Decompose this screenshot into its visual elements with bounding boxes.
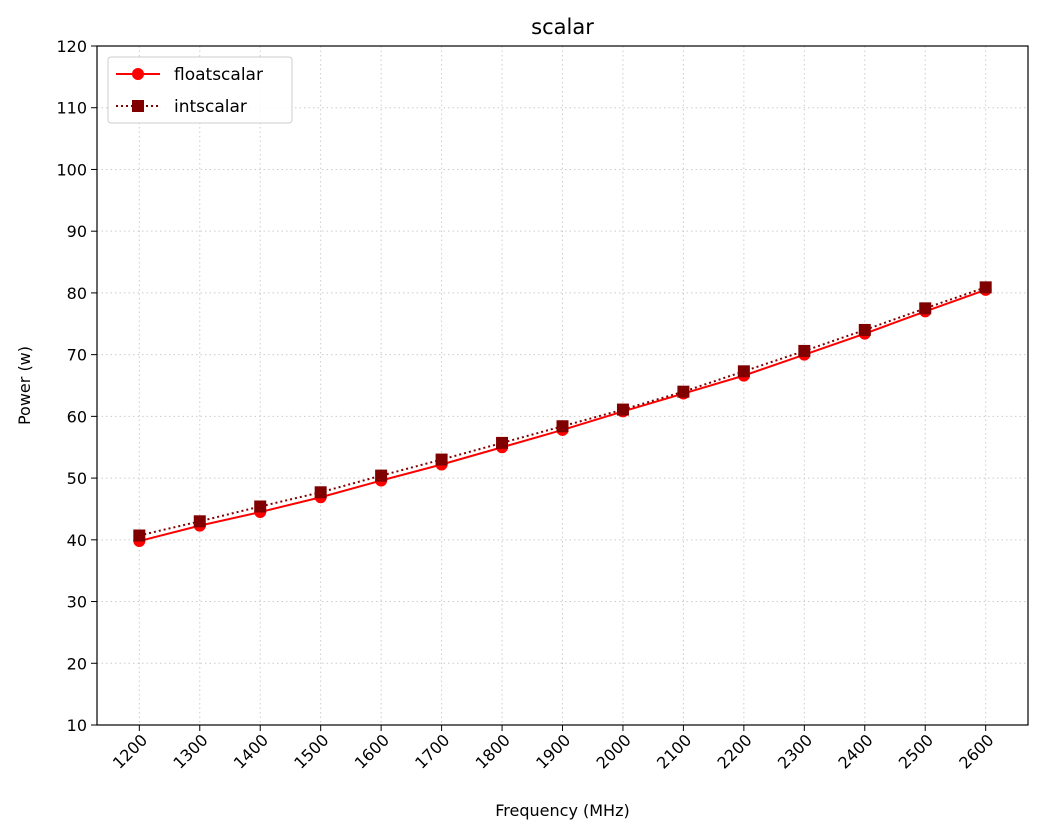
intscalar-point: [616, 403, 629, 416]
y-tick-label: 60: [67, 407, 87, 426]
intscalar-point: [133, 529, 146, 542]
intscalar-point: [919, 302, 932, 315]
intscalar-line: [139, 286, 987, 537]
chart-title: scalar: [531, 15, 594, 39]
y-tick-label: 70: [67, 346, 87, 365]
intscalar-point: [435, 453, 448, 466]
y-tick-label: 80: [67, 284, 87, 303]
legend-marker-floatscalar: [132, 68, 144, 80]
y-tick-label: 110: [56, 99, 87, 118]
intscalar-point: [375, 469, 388, 482]
y-tick-label: 20: [67, 654, 87, 673]
y-tick-label: 50: [67, 469, 87, 488]
series-layer: [133, 281, 992, 548]
legend-marker-intscalar: [132, 100, 144, 112]
y-tick-label: 40: [67, 531, 87, 550]
intscalar-point: [858, 323, 871, 336]
intscalar-point: [798, 344, 811, 357]
y-axis-label: Power (w): [15, 346, 34, 425]
y-tick-label: 10: [67, 716, 87, 735]
intscalar-point: [677, 385, 690, 398]
x-axis-label: Frequency (MHz): [495, 801, 629, 820]
y-tick-label: 120: [56, 37, 87, 56]
grid: [97, 45, 1028, 726]
legend: floatscalar intscalar: [107, 56, 293, 124]
y-axis: 10 20 30 40 50 60 70 80 90 100 110 120: [56, 37, 97, 735]
y-tick-label: 90: [67, 222, 87, 241]
y-tick-label: 100: [56, 160, 87, 179]
legend-label-intscalar: intscalar: [174, 97, 247, 117]
y-tick-label: 30: [67, 593, 87, 612]
intscalar-point: [496, 436, 509, 449]
intscalar-point: [314, 486, 327, 499]
intscalar-point: [737, 365, 750, 378]
intscalar-point: [254, 500, 267, 513]
intscalar-point: [193, 515, 206, 528]
legend-label-floatscalar: floatscalar: [174, 65, 263, 85]
intscalar-point: [979, 281, 992, 294]
intscalar-point: [556, 420, 569, 433]
